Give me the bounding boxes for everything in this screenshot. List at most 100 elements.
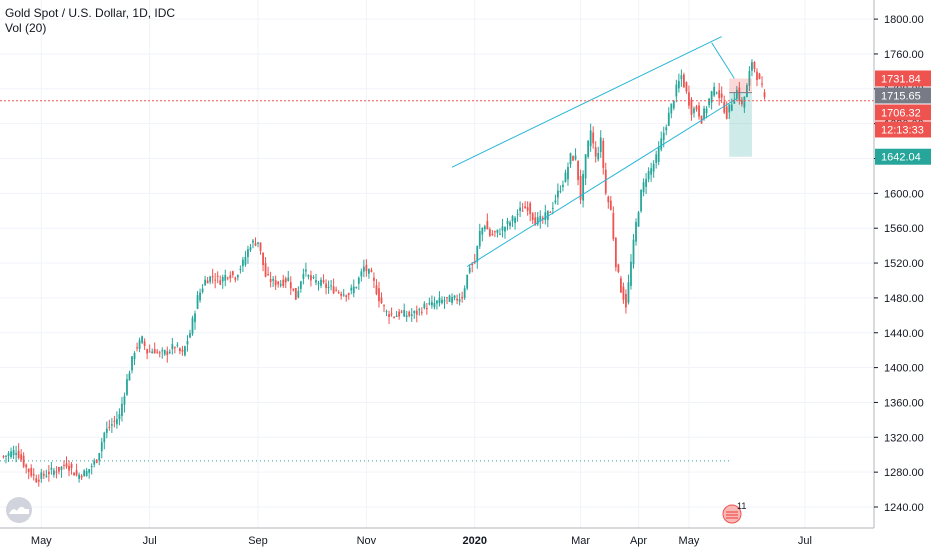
- candle: [252, 238, 254, 249]
- candle-body: [400, 311, 403, 313]
- candle-body: [630, 261, 632, 286]
- candle-body: [27, 468, 30, 472]
- candle-body: [262, 252, 264, 265]
- candle: [330, 280, 332, 291]
- candle-body: [289, 282, 292, 289]
- candle-body: [201, 288, 204, 292]
- candle-body: [748, 71, 751, 86]
- candle: [425, 302, 428, 315]
- candle: [715, 91, 718, 95]
- chart-title: Gold Spot / U.S. Dollar, 1D, IDC: [5, 6, 175, 20]
- candle-body: [753, 61, 756, 69]
- event-badge[interactable]: 11: [722, 501, 746, 524]
- candle: [536, 212, 539, 227]
- candle: [83, 469, 86, 477]
- time-axis[interactable]: May Jul Sep Nov 2020 Mar Apr May Jul: [31, 535, 812, 547]
- candle: [322, 274, 325, 284]
- candle-body: [274, 280, 277, 286]
- candle: [221, 274, 224, 289]
- volume-indicator-label[interactable]: Vol (20): [5, 21, 46, 35]
- candle-body: [700, 115, 703, 124]
- candle: [30, 464, 33, 478]
- candle: [546, 210, 549, 228]
- candle-body: [100, 442, 103, 452]
- candle-body: [58, 467, 60, 472]
- candle-body: [746, 85, 748, 98]
- wedge-line[interactable]: [711, 42, 735, 79]
- candle: [675, 79, 678, 103]
- candle: [723, 95, 726, 115]
- candle-body: [146, 349, 149, 354]
- channel-upper-line[interactable]: [451, 36, 722, 168]
- candle: [468, 264, 471, 275]
- candle-body: [128, 373, 131, 381]
- candle-body: [5, 455, 7, 457]
- candle-body: [667, 112, 670, 126]
- candle-body: [22, 455, 25, 467]
- price-tags: 1731.84 1715.65 1706.32 12:13:33 1642.04: [875, 70, 931, 165]
- candle-body: [224, 274, 227, 281]
- candle: [284, 276, 287, 289]
- position-target-zone[interactable]: [729, 92, 752, 157]
- candle-body: [688, 92, 690, 106]
- candle-body: [715, 92, 718, 94]
- position-stop-zone[interactable]: [729, 78, 752, 93]
- candle: [357, 276, 360, 290]
- candle: [539, 210, 542, 229]
- candle-body: [499, 233, 501, 235]
- candle: [607, 195, 610, 209]
- candle: [486, 213, 489, 230]
- candle-body: [136, 347, 138, 349]
- price-tag: 1706.32: [875, 104, 931, 121]
- candle-body: [249, 247, 252, 251]
- candle: [337, 290, 340, 295]
- x-tick-label: Nov: [357, 535, 377, 547]
- candle: [531, 212, 534, 225]
- candle-body: [534, 217, 537, 226]
- candle: [161, 347, 164, 359]
- candle: [740, 97, 743, 107]
- candle: [277, 280, 280, 288]
- candle: [138, 337, 141, 353]
- candle-body: [297, 290, 300, 298]
- candle: [186, 335, 189, 352]
- candle: [320, 277, 322, 289]
- candle-body: [647, 171, 650, 180]
- candle-body: [176, 344, 179, 346]
- candle-body: [559, 191, 562, 193]
- candle: [345, 294, 348, 302]
- candle-body: [415, 310, 418, 315]
- tradingview-logo[interactable]: [6, 497, 32, 523]
- event-count: 11: [737, 501, 746, 511]
- candle-body: [98, 453, 101, 461]
- candle: [80, 473, 83, 481]
- candle-body: [378, 288, 380, 302]
- channel-lower-line[interactable]: [466, 97, 738, 267]
- candle: [133, 351, 136, 366]
- candle-body: [609, 200, 612, 210]
- drawings[interactable]: [0, 36, 874, 267]
- candle-body: [438, 297, 441, 304]
- candle-body: [756, 71, 758, 80]
- candle-body: [501, 226, 504, 231]
- price-tag-bg: [875, 121, 931, 138]
- candle: [310, 270, 312, 287]
- candle: [463, 285, 466, 300]
- candle-body: [380, 297, 383, 304]
- candle: [672, 99, 675, 111]
- candle: [622, 282, 625, 304]
- candle: [627, 274, 630, 305]
- price-tag-label: 1706.32: [881, 107, 921, 119]
- axes: [0, 0, 875, 529]
- candle-body: [448, 295, 451, 302]
- candle-body: [345, 295, 348, 297]
- candle-body: [655, 154, 658, 163]
- candle-body: [695, 106, 698, 110]
- candle: [108, 419, 111, 431]
- candle-body: [242, 259, 244, 267]
- candle: [302, 268, 305, 285]
- candle-body: [519, 207, 521, 211]
- candle-body: [431, 301, 433, 306]
- candle: [698, 102, 700, 120]
